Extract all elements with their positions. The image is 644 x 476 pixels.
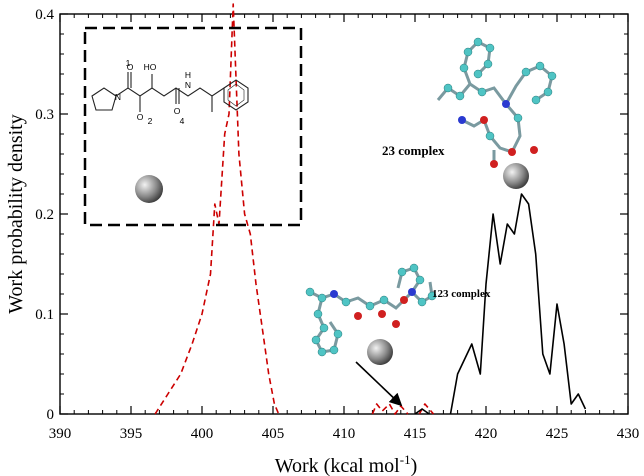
y-tick-label: 0.4 [35,7,54,23]
x-tick-label: 415 [404,426,427,442]
y-tick-label: 0 [47,407,55,423]
x-axis-title: Work (kcal mol-1) [275,452,418,476]
x-tick-label: 425 [546,426,569,442]
annotation-123-complex: 123 complex [432,288,491,300]
complex-123-illustration: 123 complex [305,263,491,407]
chemical-structure-drawing [91,72,249,112]
annotation-23-complex: 23 complex [382,143,445,158]
x-tick-label: 405 [262,426,285,442]
atom-label: 1 [126,58,131,68]
inset-dashed-box [83,26,303,227]
structure-inset: 1 HO N H N O O O 2 4 [83,26,303,227]
ion-sphere [503,163,529,189]
series-0-line-segment-0 [154,3,280,415]
atom-label: 2 [148,116,153,126]
x-tick-label: 430 [617,426,640,442]
x-tick-label: 420 [475,426,498,442]
complex-23-illustration: 23 complex [382,37,557,189]
ion-sphere [367,339,393,365]
x-axis: 390 395 400 405 410 415 420 425 430 [49,14,640,442]
y-tick-label: 0.2 [35,207,54,223]
series-1-line-segment-1 [449,193,587,415]
series-0-line-segment-2 [418,403,435,415]
ion-sphere [135,175,163,203]
atom-label: H [185,70,191,80]
series-0-line-segment-1 [371,403,409,415]
atom-label: O [137,112,144,122]
atom-label: O [174,106,181,116]
atom-label: HO [144,62,157,72]
atom-label: N [185,80,191,90]
y-axis-title: Work probability density [5,114,27,313]
x-tick-label: 395 [120,426,143,442]
annotation-arrow [355,361,403,407]
atom-label: O [127,62,134,72]
y-tick-label: 0.3 [35,107,54,123]
atom-label: 4 [180,116,185,126]
x-tick-label: 410 [333,426,356,442]
atom-label: N [115,92,121,102]
y-axis: 0 0.1 0.2 0.3 0.4 [35,7,628,423]
x-tick-label: 390 [49,426,72,442]
series-1-line-segment-0 [414,408,430,415]
y-tick-label: 0.1 [35,307,54,323]
structure-atom-labels: 1 HO N H N O O O 2 4 [115,58,191,126]
x-tick-label: 400 [191,426,214,442]
